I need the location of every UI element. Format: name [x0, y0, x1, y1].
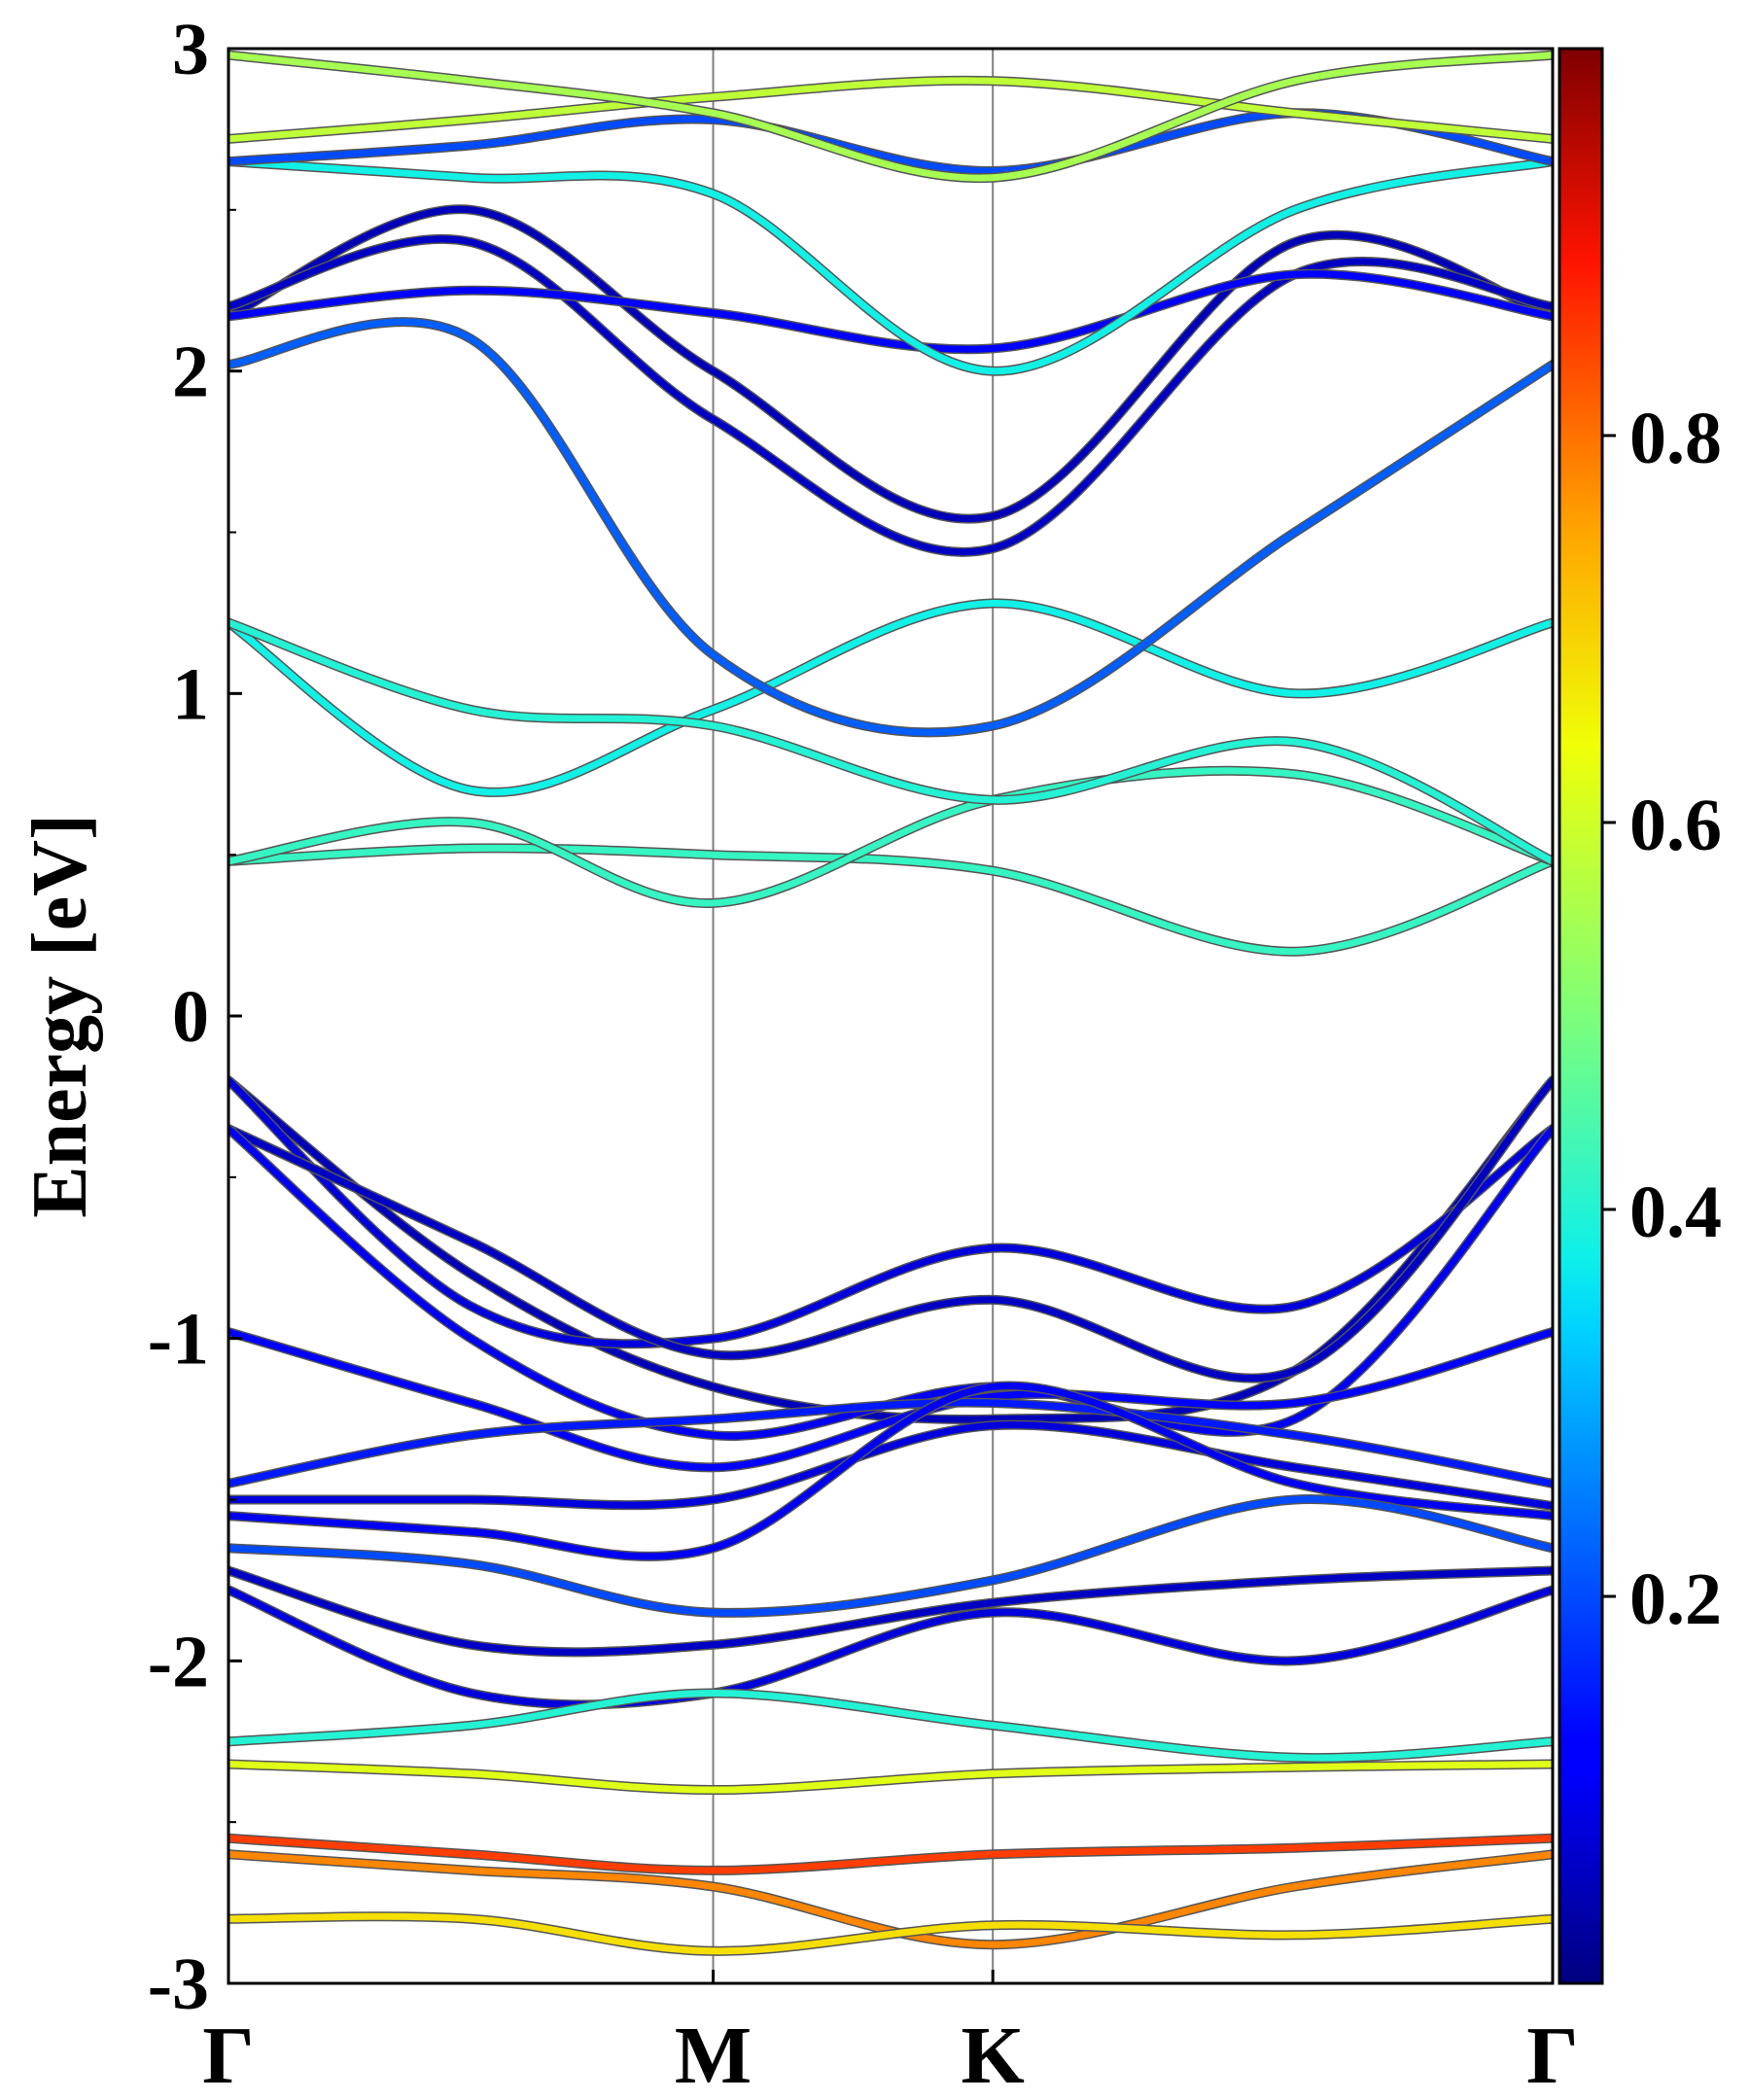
band-2 — [228, 1076, 1553, 1382]
y-tick-label: 1 — [172, 653, 209, 735]
y-tick-label: 0 — [172, 976, 209, 1058]
colorbar-tick-label: 0.4 — [1629, 1172, 1722, 1253]
band-17 — [228, 767, 1553, 907]
band-6 — [228, 1421, 1553, 1510]
y-tick-label: -1 — [148, 1299, 209, 1381]
colorbar — [1558, 47, 1604, 1985]
band-1 — [228, 1076, 1553, 1348]
band-22 — [228, 235, 1553, 556]
y-tick-label: -2 — [148, 1621, 209, 1702]
band-26 — [228, 77, 1553, 143]
kpoint-label: Γ — [1526, 2011, 1578, 2100]
band-7 — [228, 1382, 1553, 1560]
band-9 — [228, 1567, 1553, 1656]
band-24 — [228, 158, 1553, 375]
band-8 — [228, 1495, 1553, 1617]
band-14 — [228, 1850, 1553, 1948]
band-10 — [228, 1586, 1553, 1708]
band-4 — [228, 1328, 1553, 1471]
band-0 — [228, 1076, 1553, 1423]
band-16 — [228, 844, 1553, 956]
band-27 — [228, 52, 1553, 182]
kpoint-label: K — [962, 2011, 1025, 2100]
kpoint-label: Γ — [202, 2011, 254, 2100]
band-5 — [228, 1399, 1553, 1488]
band-19 — [228, 618, 1553, 865]
kpoint-label: M — [675, 2011, 752, 2100]
band-15 — [228, 1912, 1553, 1955]
band-18 — [228, 599, 1553, 796]
band-13 — [228, 1835, 1553, 1874]
band-lines — [228, 50, 1553, 1956]
y-tick-label: 2 — [172, 332, 209, 413]
band-21 — [228, 205, 1553, 522]
band-20 — [228, 318, 1553, 736]
colorbar-tick-label: 0.2 — [1629, 1558, 1722, 1640]
colorbar-ticks: 0.2 0.4 0.6 0.8 — [1602, 398, 1722, 1640]
y-tick-label: 3 — [172, 9, 209, 90]
y-tick-label: -3 — [148, 1943, 209, 2025]
colorbar-tick-label: 0.6 — [1629, 785, 1722, 866]
y-axis-ticks: 3 2 1 0 -1 -2 -3 — [148, 9, 242, 2025]
colorbar-tick-label: 0.8 — [1629, 398, 1722, 479]
band-11 — [228, 1690, 1553, 1762]
band-23 — [228, 270, 1553, 353]
band-12 — [228, 1761, 1553, 1794]
y-axis-label: Energy [eV] — [18, 814, 103, 1217]
